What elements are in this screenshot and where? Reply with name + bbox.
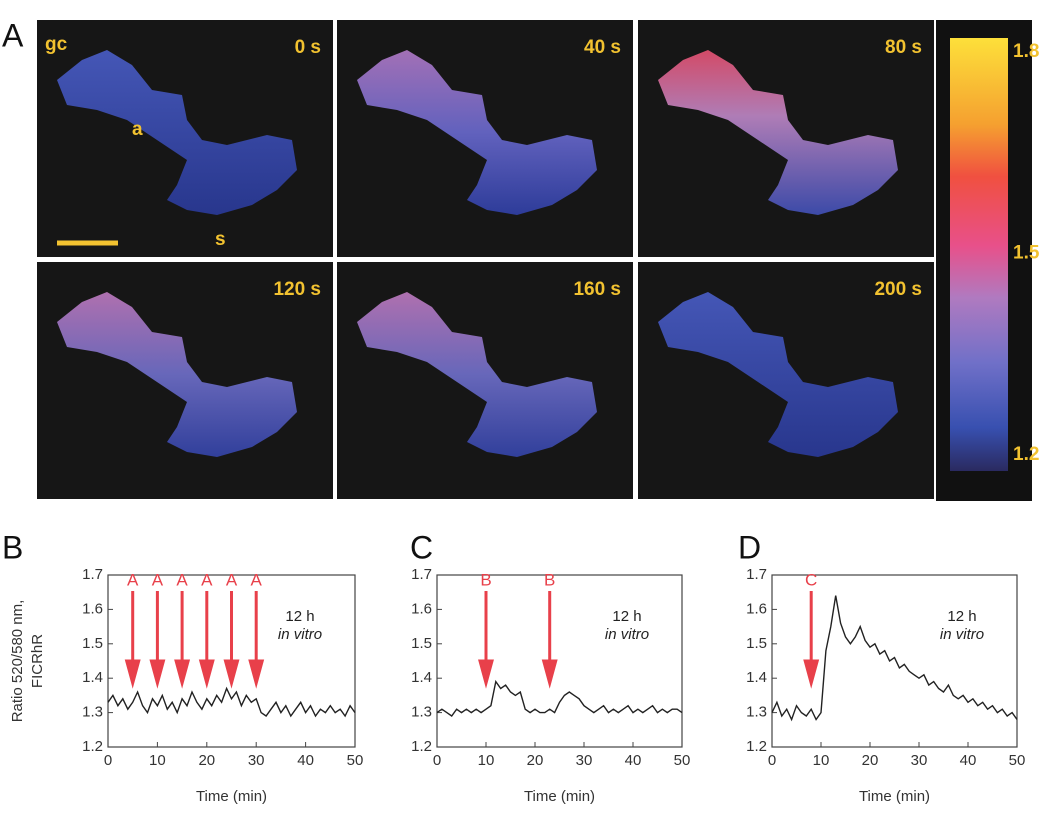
x-tick-label: 20 bbox=[198, 752, 215, 769]
data-line bbox=[771, 595, 1018, 722]
panel-letter: C bbox=[410, 529, 433, 565]
cell-surface bbox=[357, 50, 597, 215]
cell-surface bbox=[658, 50, 898, 215]
annotation: 12 h bbox=[285, 608, 314, 625]
time-label: 160 s bbox=[573, 279, 621, 300]
marker-label: A bbox=[127, 570, 139, 589]
marker-label: C bbox=[805, 570, 817, 589]
x-axis-label: Time (min) bbox=[196, 788, 267, 805]
annotation: 12 h bbox=[612, 608, 641, 625]
annotation: 12 h bbox=[947, 608, 976, 625]
y-tick-label: 1.6 bbox=[82, 600, 103, 617]
stimulus-arrow bbox=[198, 591, 215, 689]
x-tick-label: 20 bbox=[527, 752, 544, 769]
time-label: 40 s bbox=[584, 37, 621, 58]
stimulus-arrow bbox=[541, 591, 558, 689]
y-axis-label: FICRhR bbox=[29, 634, 46, 688]
y-tick-label: 1.6 bbox=[746, 600, 767, 617]
marker-label: B bbox=[544, 570, 555, 589]
panel-letter: B bbox=[2, 529, 23, 565]
colorbar-tick-label: 1.5 bbox=[1013, 243, 1040, 264]
time-label: 0 s bbox=[295, 37, 321, 58]
colorbar-tick-label: 1.8 bbox=[1013, 41, 1039, 62]
y-tick-label: 1.4 bbox=[746, 669, 767, 686]
annotation: in vitro bbox=[605, 626, 649, 643]
y-axis-label: Ratio 520/580 nm, bbox=[9, 600, 26, 723]
annotation: in vitro bbox=[940, 626, 984, 643]
marker-label: A bbox=[176, 570, 188, 589]
x-tick-label: 20 bbox=[862, 752, 879, 769]
y-tick-label: 1.7 bbox=[746, 566, 767, 583]
y-tick-label: 1.7 bbox=[411, 566, 432, 583]
colorbar bbox=[950, 38, 1008, 471]
x-tick-label: 30 bbox=[576, 752, 593, 769]
panel-letter: A bbox=[2, 17, 24, 53]
y-tick-label: 1.3 bbox=[82, 704, 103, 721]
data-line bbox=[107, 686, 356, 718]
y-tick-label: 1.3 bbox=[411, 704, 432, 721]
cell-surface bbox=[357, 292, 597, 457]
annotation: in vitro bbox=[278, 626, 322, 643]
colorbar-tick-label: 1.2 bbox=[1013, 444, 1039, 465]
x-tick-label: 40 bbox=[960, 752, 977, 769]
y-tick-label: 1.5 bbox=[82, 635, 103, 652]
annotation: a bbox=[132, 119, 143, 140]
cell-surface bbox=[57, 50, 297, 215]
plot-frame bbox=[771, 574, 1018, 748]
stimulus-arrow bbox=[174, 591, 191, 689]
time-label: 200 s bbox=[874, 279, 922, 300]
y-tick-label: 1.7 bbox=[82, 566, 103, 583]
x-tick-label: 50 bbox=[674, 752, 691, 769]
y-tick-label: 1.3 bbox=[746, 704, 767, 721]
y-tick-label: 1.6 bbox=[411, 600, 432, 617]
y-tick-label: 1.2 bbox=[411, 738, 432, 755]
y-tick-label: 1.4 bbox=[82, 669, 103, 686]
stimulus-arrow bbox=[124, 591, 141, 689]
y-tick-label: 1.2 bbox=[82, 738, 103, 755]
data-line bbox=[436, 679, 683, 717]
plot-frame bbox=[107, 574, 356, 748]
marker-label: A bbox=[251, 570, 263, 589]
x-tick-label: 0 bbox=[433, 752, 441, 769]
marker-label: B bbox=[480, 570, 491, 589]
x-tick-label: 40 bbox=[297, 752, 314, 769]
marker-label: A bbox=[226, 570, 238, 589]
stimulus-arrow bbox=[803, 591, 820, 689]
stimulus-arrow bbox=[149, 591, 166, 689]
marker-label: A bbox=[152, 570, 164, 589]
x-tick-label: 0 bbox=[768, 752, 776, 769]
time-label: 120 s bbox=[273, 279, 321, 300]
x-tick-label: 10 bbox=[149, 752, 166, 769]
y-tick-label: 1.5 bbox=[746, 635, 767, 652]
x-tick-label: 30 bbox=[911, 752, 928, 769]
y-tick-label: 1.4 bbox=[411, 669, 432, 686]
y-tick-label: 1.2 bbox=[746, 738, 767, 755]
panel-letter: D bbox=[738, 529, 761, 565]
x-tick-label: 10 bbox=[478, 752, 495, 769]
y-tick-label: 1.5 bbox=[411, 635, 432, 652]
x-tick-label: 10 bbox=[813, 752, 830, 769]
annotation: s bbox=[215, 229, 226, 250]
cell-surface bbox=[658, 292, 898, 457]
stimulus-arrow bbox=[223, 591, 240, 689]
stimulus-arrow bbox=[248, 591, 265, 689]
x-tick-label: 40 bbox=[625, 752, 642, 769]
plot-frame bbox=[436, 574, 683, 748]
x-tick-label: 0 bbox=[104, 752, 112, 769]
annotation: gc bbox=[45, 34, 68, 55]
x-tick-label: 50 bbox=[347, 752, 364, 769]
x-axis-label: Time (min) bbox=[524, 788, 595, 805]
marker-label: A bbox=[201, 570, 213, 589]
time-label: 80 s bbox=[885, 37, 922, 58]
x-tick-label: 50 bbox=[1009, 752, 1026, 769]
panel-a: A bbox=[2, 17, 1032, 501]
stimulus-arrow bbox=[478, 591, 494, 689]
cell-surface bbox=[57, 292, 297, 457]
x-axis-label: Time (min) bbox=[859, 788, 930, 805]
x-tick-label: 30 bbox=[248, 752, 265, 769]
